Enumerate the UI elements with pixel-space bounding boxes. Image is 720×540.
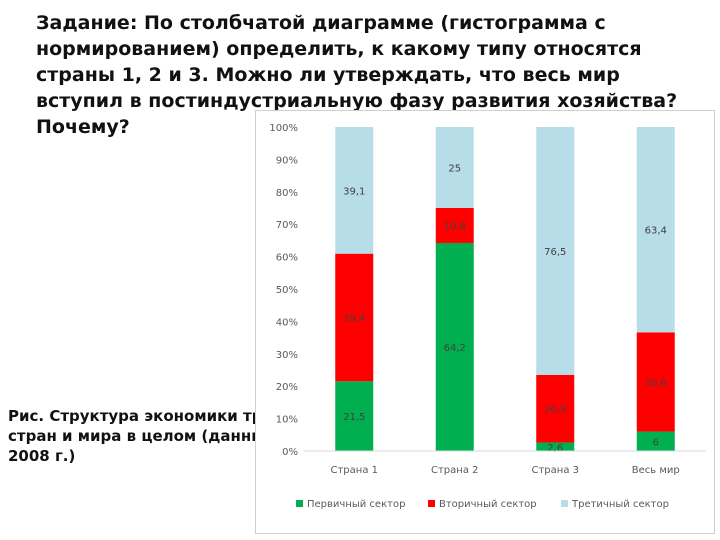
y-tick-label: 20% bbox=[276, 382, 298, 393]
chart-frame: 0% 10% 20% 30% 40% 50% 60% 70% 80% 90% 100% 21,5 39… bbox=[255, 110, 715, 534]
bar-segment bbox=[435, 127, 474, 208]
task-text: Задание: По столбчатой диаграмме (гистог… bbox=[36, 12, 678, 138]
x-tick-label: Весь мир bbox=[632, 465, 680, 476]
data-label: 10,8 bbox=[444, 221, 466, 232]
y-tick-label: 100% bbox=[269, 123, 298, 134]
legend-swatch bbox=[561, 500, 568, 507]
data-label: 39,1 bbox=[343, 186, 365, 197]
legend-label: Первичный сектор bbox=[307, 499, 405, 510]
data-label: 6 bbox=[653, 437, 659, 448]
bar-segment bbox=[536, 442, 575, 451]
bar-segment bbox=[435, 208, 474, 243]
bars: 21,5 39,4 39,1 64,2 10,8 25 2,6 20,9 76,5 6 30,6 63… bbox=[335, 127, 675, 454]
bar-segment bbox=[335, 381, 374, 451]
legend-swatch bbox=[428, 500, 435, 507]
bar-segment bbox=[636, 332, 675, 432]
bar-segment bbox=[435, 242, 474, 451]
y-tick-label: 60% bbox=[276, 253, 298, 264]
bar-segment bbox=[335, 253, 374, 382]
x-tick-label: Страна 2 bbox=[431, 465, 479, 476]
data-label: 21,5 bbox=[343, 412, 365, 423]
y-tick-label: 80% bbox=[276, 188, 298, 199]
legend-swatch bbox=[296, 500, 303, 507]
bar-segment bbox=[636, 431, 675, 451]
data-label: 30,6 bbox=[645, 378, 667, 389]
data-label: 2,6 bbox=[547, 443, 563, 454]
y-tick-label: 40% bbox=[276, 317, 298, 328]
bar-segment bbox=[536, 127, 575, 375]
x-tick-label: Страна 3 bbox=[532, 465, 580, 476]
bar-segment bbox=[335, 127, 374, 254]
x-axis: Страна 1 Страна 2 Страна 3 Весь мир bbox=[304, 450, 706, 476]
figure-caption: Рис. Структура экономики трех стран и ми… bbox=[8, 407, 283, 465]
legend-label: Вторичный сектор bbox=[439, 499, 537, 510]
data-label: 63,4 bbox=[645, 226, 667, 237]
data-label: 20,9 bbox=[544, 405, 566, 416]
y-tick-label: 30% bbox=[276, 350, 298, 361]
data-label: 25 bbox=[448, 164, 461, 175]
x-tick-label: Страна 1 bbox=[331, 465, 379, 476]
data-label: 39,4 bbox=[343, 314, 365, 325]
y-tick-label: 90% bbox=[276, 155, 298, 166]
y-tick-label: 10% bbox=[276, 415, 298, 426]
legend: Первичный сектор Вторичный сектор Третичны… bbox=[296, 499, 669, 510]
bar-segment bbox=[536, 374, 575, 443]
y-tick-label: 0% bbox=[282, 447, 298, 458]
data-label: 64,2 bbox=[444, 343, 466, 354]
y-tick-label: 70% bbox=[276, 220, 298, 231]
y-tick-label: 50% bbox=[276, 285, 298, 296]
y-axis: 0% 10% 20% 30% 40% 50% 60% 70% 80% 90% 100% bbox=[269, 123, 298, 458]
data-label: 76,5 bbox=[544, 247, 566, 258]
bar-segment bbox=[636, 127, 675, 333]
stacked-bar-chart: 0% 10% 20% 30% 40% 50% 60% 70% 80% 90% 100% 21,5 39… bbox=[269, 123, 706, 510]
legend-label: Третичный сектор bbox=[571, 499, 669, 510]
